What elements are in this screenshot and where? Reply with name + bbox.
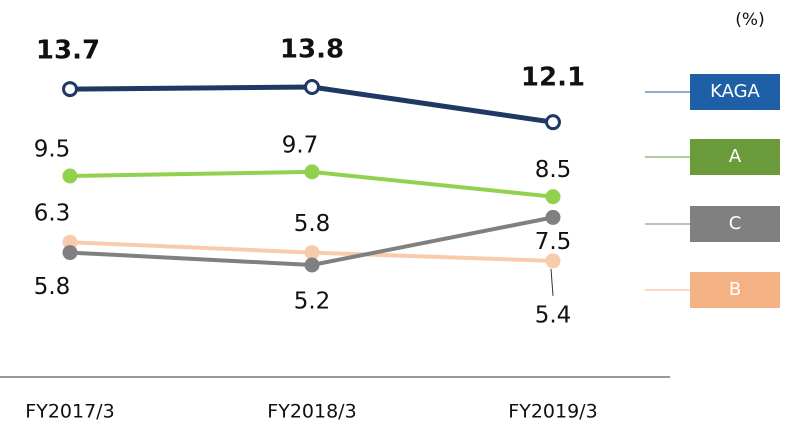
x-tick-label: FY2018/3 [267, 401, 356, 422]
point [62, 81, 78, 98]
legend-label: A [729, 146, 742, 167]
data-label: 9.7 [282, 132, 319, 158]
legend-label: B [729, 279, 741, 300]
x-tick-label: FY2017/3 [25, 401, 114, 422]
data-label: 13.8 [280, 35, 344, 65]
data-label: 8.5 [535, 157, 572, 183]
legend-swatch [690, 139, 780, 175]
data-label: 6.3 [34, 201, 71, 227]
unit-label: (%) [735, 10, 764, 30]
point [545, 114, 561, 131]
point [62, 245, 78, 261]
leader-line [550, 268, 554, 296]
data-label: 5.8 [34, 274, 71, 300]
legend-swatch [690, 74, 780, 110]
point [304, 245, 320, 261]
data-label: 9.5 [34, 137, 71, 163]
legend-swatch [690, 206, 780, 242]
data-label: 7.5 [535, 229, 572, 255]
legend-label: KAGA [710, 81, 760, 102]
point [62, 234, 78, 250]
legend-swatch [690, 272, 780, 308]
point [304, 164, 320, 180]
point [545, 189, 561, 205]
point [304, 79, 320, 95]
point [62, 168, 78, 184]
data-label: 13.7 [36, 36, 100, 66]
point [545, 209, 561, 225]
x-tick-label: FY2019/3 [508, 401, 597, 422]
data-label: 12.1 [521, 63, 585, 93]
data-label: 5.8 [294, 211, 331, 237]
data-label: 5.2 [294, 289, 331, 315]
legend-label: C [729, 213, 742, 234]
point [304, 257, 320, 273]
point [545, 253, 561, 269]
data-label: 5.4 [535, 302, 572, 328]
